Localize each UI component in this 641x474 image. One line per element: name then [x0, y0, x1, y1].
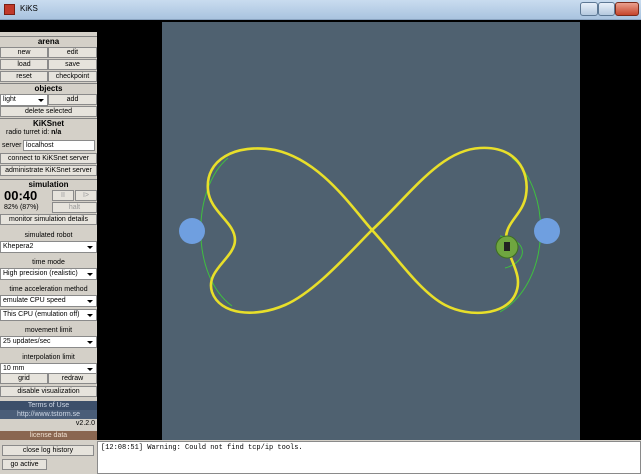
dropdown[interactable]: 25 updates/sec — [0, 336, 97, 348]
arena-view — [162, 22, 580, 440]
sim-time: 00:40 — [4, 188, 38, 203]
button[interactable]: edit — [48, 47, 97, 58]
dropdown-value: light — [3, 96, 16, 103]
sim-speed: 82% (87%) — [4, 204, 39, 211]
setting-label: time acceleration method — [9, 286, 88, 293]
section-header: arena — [0, 36, 97, 46]
dropdown-arrow — [87, 246, 93, 249]
dropdown[interactable]: High precision (realistic) — [0, 268, 97, 280]
dropdown[interactable]: light — [0, 94, 48, 106]
light-source — [534, 218, 560, 244]
control-panel: arena new edit load save reset checkpoin… — [0, 32, 97, 442]
server-input[interactable]: localhost — [23, 140, 95, 151]
button[interactable]: add — [48, 94, 97, 105]
button[interactable]: close log history — [2, 445, 94, 456]
link[interactable]: http://www.tstorm.se — [0, 410, 97, 419]
log-entry: [12:08:51] Warning: Could not find tcp/i… — [101, 444, 303, 452]
button[interactable]: monitor simulation details — [0, 214, 97, 225]
dropdown[interactable]: emulate CPU speed — [0, 295, 97, 307]
dropdown-arrow — [87, 273, 93, 276]
dropdown-arrow — [87, 314, 93, 317]
setting-label: movement limit — [24, 327, 73, 334]
section-header: KiKSnet — [0, 118, 97, 128]
button[interactable]: reset — [0, 71, 48, 82]
button[interactable]: grid — [0, 373, 48, 384]
maximize-button[interactable] — [598, 2, 615, 16]
dropdown[interactable]: This CPU (emulation off) — [0, 309, 97, 321]
setting-label: simulated robot — [24, 232, 73, 239]
robot-turret — [504, 242, 510, 251]
button[interactable]: save — [48, 59, 97, 70]
close-button[interactable] — [615, 2, 639, 16]
minimize-button[interactable] — [580, 2, 598, 16]
path — [206, 146, 528, 315]
dropdown[interactable]: Khepera2 — [0, 241, 97, 253]
dropdown-value: Khepera2 — [3, 243, 34, 250]
radio-value: n/a — [51, 129, 62, 136]
button[interactable]: administrate KiKSnet server — [0, 165, 97, 176]
section-header: simulation — [0, 179, 97, 189]
dropdown-value: This CPU (emulation off) — [3, 311, 80, 318]
app-icon — [4, 4, 15, 15]
dropdown-arrow — [87, 341, 93, 344]
radio-label: radio turret id: n/a — [6, 129, 61, 136]
dropdown-value: High precision (realistic) — [3, 270, 78, 277]
pause-button[interactable]: II — [52, 190, 74, 201]
link[interactable]: license data — [0, 431, 97, 440]
dropdown-arrow — [87, 368, 93, 371]
button[interactable]: new — [0, 47, 48, 58]
button[interactable]: go active — [2, 459, 47, 470]
setting-label: time mode — [32, 259, 65, 266]
button[interactable]: delete selected — [0, 106, 97, 117]
dropdown-value: emulate CPU speed — [3, 297, 66, 304]
title-bar: KiKS — [0, 0, 641, 20]
halt-button[interactable]: halt — [52, 202, 97, 213]
dropdown-arrow — [38, 99, 44, 102]
button[interactable]: load — [0, 59, 48, 70]
dropdown-value: 25 updates/sec — [3, 338, 51, 345]
button[interactable]: redraw — [48, 373, 97, 384]
section-header: objects — [0, 83, 97, 93]
dropdown-value: 10 mm — [3, 365, 25, 372]
label: radio turret id: — [6, 129, 50, 136]
version: v2.2.0 — [75, 420, 95, 427]
log-area: [12:08:51] Warning: Could not find tcp/i… — [97, 441, 641, 474]
setting-label: interpolation limit — [22, 354, 75, 361]
button[interactable]: disable visualization — [0, 386, 97, 397]
window-title: KiKS — [20, 4, 38, 13]
play-button[interactable]: I> — [75, 190, 97, 201]
link[interactable]: Terms of Use — [0, 401, 97, 410]
dropdown-arrow — [87, 300, 93, 303]
button[interactable]: checkpoint — [48, 71, 97, 82]
light-source — [179, 218, 205, 244]
button[interactable]: connect to KiKSnet server — [0, 153, 97, 164]
label: server — [2, 142, 22, 149]
